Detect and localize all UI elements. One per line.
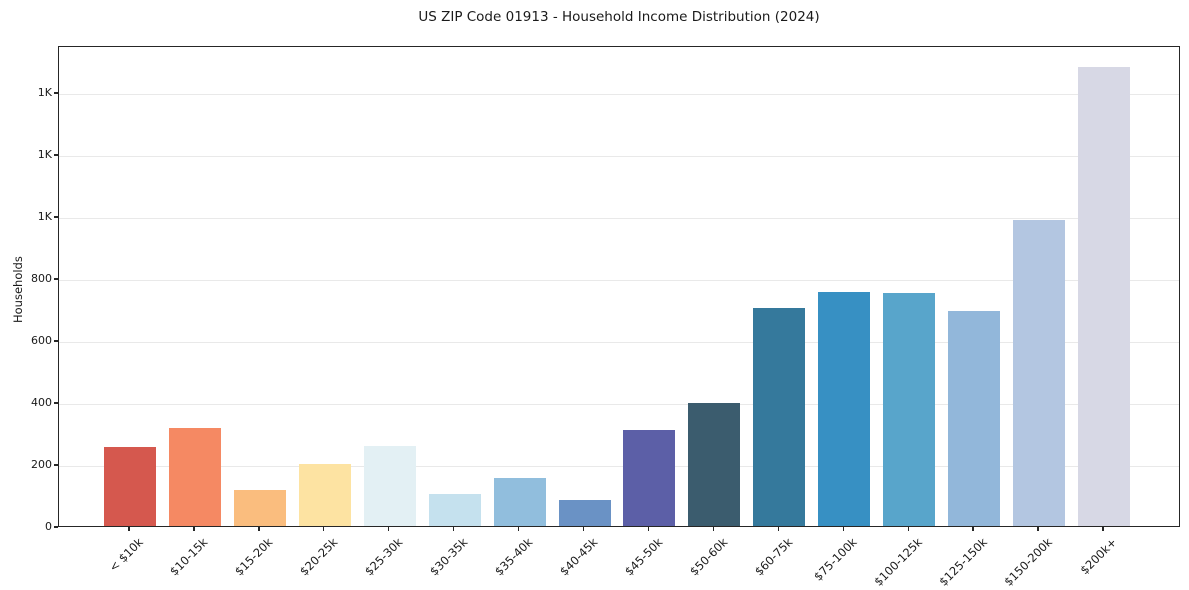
x-tick-label-text: $20-25k xyxy=(297,535,341,579)
gridline xyxy=(59,404,1179,405)
x-tick-label-text: $125-150k xyxy=(936,535,990,589)
bar xyxy=(948,310,1001,526)
x-tick-label-text: $200k+ xyxy=(1077,535,1120,578)
bar xyxy=(623,429,676,526)
x-tick-label-text: $60-75k xyxy=(751,535,796,579)
x-tick-label-text: $100-125k xyxy=(871,535,926,589)
x-tick-label-text: $15-20k xyxy=(232,535,276,579)
y-tick-label: 200 xyxy=(31,458,52,471)
gridline xyxy=(59,280,1179,282)
y-tick xyxy=(54,216,58,218)
bar xyxy=(104,447,156,526)
x-tick-label-text: $45-50k xyxy=(621,535,666,579)
y-tick-label: 400 xyxy=(31,396,52,409)
y-tick-label: 0 xyxy=(45,520,52,533)
x-tick-label-text: $35-40k xyxy=(492,535,536,579)
bar xyxy=(168,428,221,526)
chart-title: US ZIP Code 01913 - Household Income Dis… xyxy=(418,9,820,25)
bar xyxy=(688,402,741,526)
x-tick xyxy=(1037,527,1039,531)
y-tick-label: 1K xyxy=(37,148,52,162)
y-tick xyxy=(54,402,58,404)
bar xyxy=(818,291,871,526)
x-tick xyxy=(647,527,650,531)
y-tick-label: 800 xyxy=(31,272,52,286)
y-tick xyxy=(54,92,58,94)
x-tick-label-text: $150-200k xyxy=(1001,535,1055,589)
y-tick xyxy=(54,278,58,280)
bar xyxy=(363,446,416,526)
x-tick xyxy=(388,527,390,531)
x-tick xyxy=(453,527,455,531)
x-tick xyxy=(517,527,520,531)
y-tick xyxy=(54,340,58,342)
bar xyxy=(428,494,481,526)
x-tick-label-text: $10-15k xyxy=(167,535,211,579)
x-tick xyxy=(582,527,585,531)
gridline xyxy=(59,342,1179,343)
y-axis-label-text: Households xyxy=(11,256,25,323)
bar xyxy=(298,464,351,526)
x-tick-label-text: $40-45k xyxy=(556,535,601,579)
x-tick xyxy=(972,527,974,531)
x-tick xyxy=(712,527,715,531)
bar xyxy=(883,292,936,526)
x-tick-label-text: $75-100k xyxy=(811,535,861,584)
gridline xyxy=(59,156,1179,158)
bar xyxy=(1078,66,1130,526)
gridline xyxy=(59,466,1179,467)
bar xyxy=(753,307,806,526)
plot-area xyxy=(58,46,1180,527)
x-tick-label-text: < $10k xyxy=(106,535,146,575)
y-tick-label: 1K xyxy=(37,210,52,224)
x-tick-label-text: $50-60k xyxy=(686,535,731,579)
gridline xyxy=(59,218,1179,220)
bar xyxy=(233,490,286,526)
x-tick-label-text: $25-30k xyxy=(362,535,406,579)
bar xyxy=(1013,219,1065,526)
y-tick xyxy=(54,464,58,466)
x-tick xyxy=(193,527,195,531)
x-tick xyxy=(323,527,325,531)
x-tick xyxy=(1102,527,1104,531)
y-tick-label: 1K xyxy=(37,86,52,100)
x-tick-label-text: $30-35k xyxy=(427,535,471,579)
x-tick xyxy=(258,527,260,531)
x-tick xyxy=(128,527,130,531)
y-tick xyxy=(54,526,58,528)
y-tick-label: 600 xyxy=(31,334,52,347)
x-tick xyxy=(777,527,779,531)
bar xyxy=(493,478,546,526)
x-tick xyxy=(907,527,909,531)
y-tick xyxy=(54,154,58,156)
gridline xyxy=(59,94,1179,96)
bar xyxy=(558,500,611,526)
x-tick xyxy=(842,527,844,531)
